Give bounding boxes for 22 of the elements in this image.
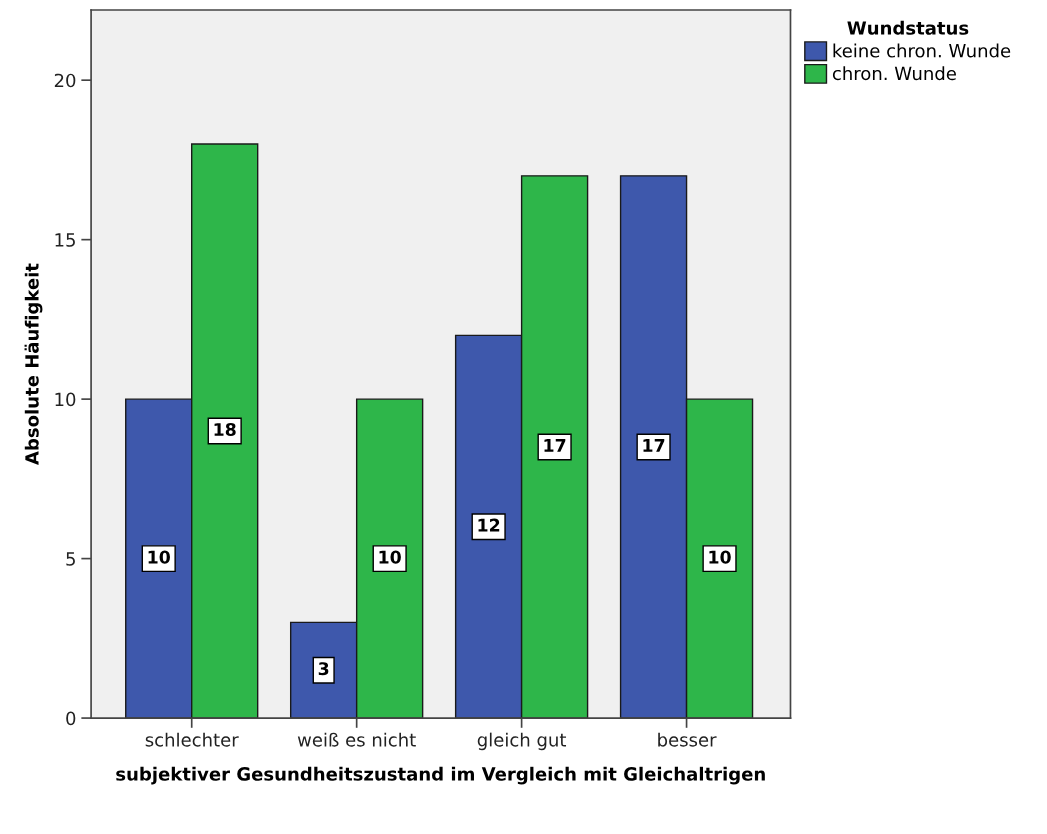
x-tick-label: besser [658,732,717,747]
legend-title: Wundstatus [847,20,969,35]
y-tick-label: 10 [55,392,76,407]
y-axis-title: Absolute Häufigkeit [24,263,43,465]
data-label: 10 [709,550,731,564]
x-tick-label: gleich gut [477,732,567,751]
data-label: 3 [318,662,329,676]
data-label: 18 [214,422,236,437]
legend-label: chron. Wunde [832,66,956,81]
data-label: 17 [643,439,665,452]
x-tick-label: weiß es nicht [297,732,416,747]
data-label: 17 [544,439,566,452]
x-axis-title: subjektiver Gesundheitszustand im Vergleich mit Gleichaltrigen [116,766,765,785]
data-label: 12 [478,518,500,532]
y-tick-label: 15 [55,233,75,247]
legend-label: keine chron. Wunde [833,43,1011,58]
y-tick-label: 0 [66,711,76,726]
data-label: 10 [148,550,170,564]
y-tick-label: 5 [66,552,75,566]
x-tick-label: schlechter [145,732,239,747]
data-label: 10 [379,550,401,564]
y-tick-label: 20 [54,73,76,88]
